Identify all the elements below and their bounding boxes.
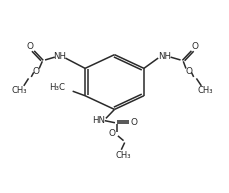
Text: CH₃: CH₃ <box>12 86 27 95</box>
Text: HN: HN <box>93 116 106 125</box>
Text: CH₃: CH₃ <box>198 86 213 95</box>
Text: O: O <box>32 67 39 76</box>
Text: O: O <box>27 42 34 51</box>
Text: NH: NH <box>53 52 66 61</box>
Text: O: O <box>192 42 199 51</box>
Text: NH: NH <box>158 52 172 61</box>
Text: CH₃: CH₃ <box>116 151 131 160</box>
Text: O: O <box>109 130 116 138</box>
Text: H₃C: H₃C <box>49 83 65 92</box>
Text: O: O <box>186 67 193 76</box>
Text: O: O <box>130 118 137 127</box>
